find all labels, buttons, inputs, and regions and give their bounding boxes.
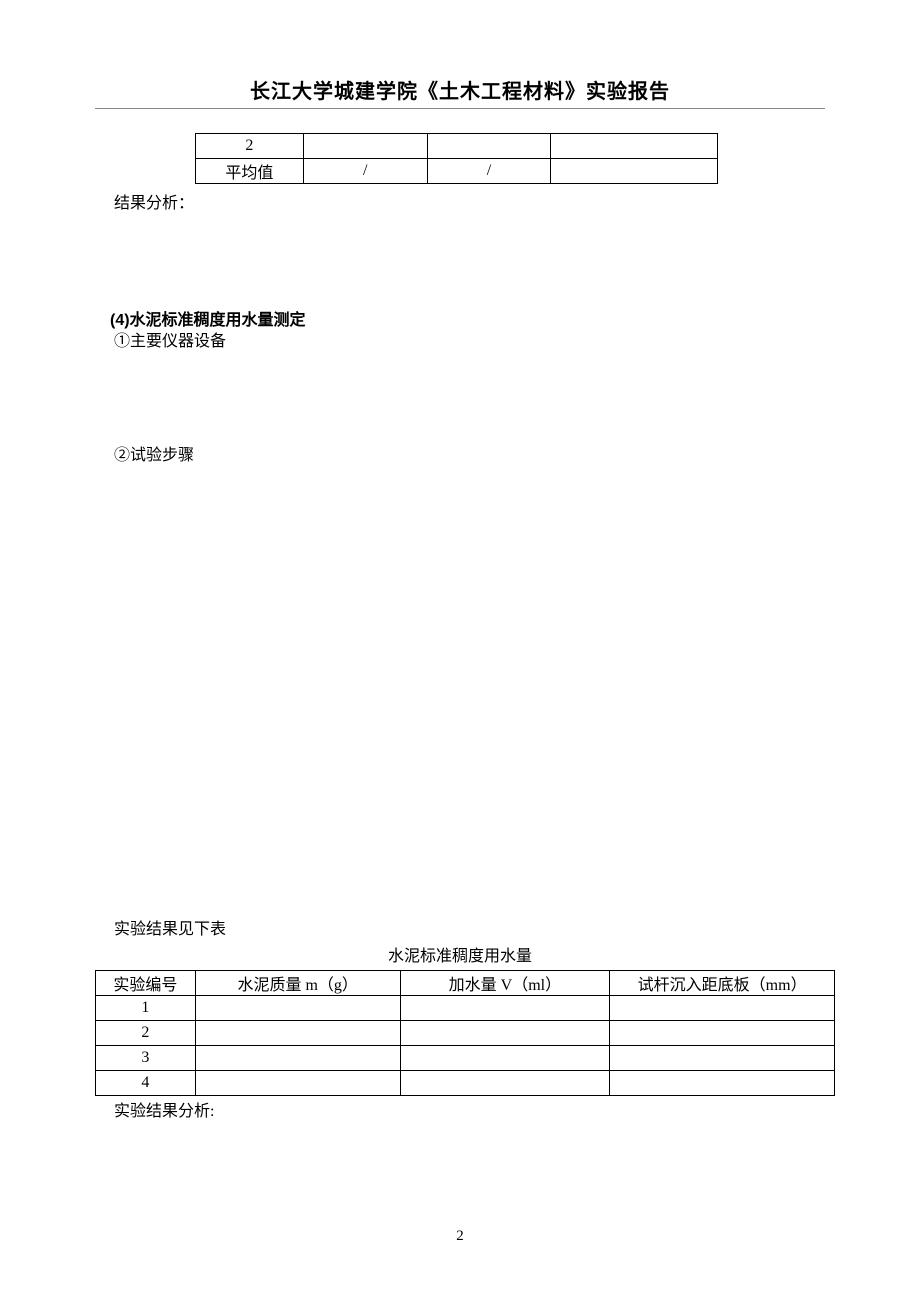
water-quantity-table: 实验编号 水泥质量 m（g） 加水量 V（ml） 试杆沉入距底板（mm） 1 2…: [95, 970, 835, 1096]
cell: [610, 996, 835, 1021]
cell: [400, 1046, 610, 1071]
cell: [195, 1021, 400, 1046]
result-table-intro: 实验结果见下表: [99, 918, 825, 942]
page-header: 长江大学城建学院《土木工程材料》实验报告: [95, 75, 825, 109]
cell: [195, 1071, 400, 1096]
page-number: 2: [0, 1228, 920, 1245]
cell: 1: [96, 996, 196, 1021]
cell: /: [303, 159, 427, 184]
cell: [551, 134, 718, 159]
column-header: 实验编号: [96, 971, 196, 996]
cell: 4: [96, 1071, 196, 1096]
spacer: [95, 468, 825, 918]
equipment-label: ①主要仪器设备: [99, 330, 825, 354]
table1-wrapper: 2 平均值 / /: [195, 133, 825, 184]
cell: /: [427, 159, 551, 184]
result-analysis-label: 结果分析：: [99, 192, 825, 216]
cell: 2: [96, 1021, 196, 1046]
cell: [610, 1071, 835, 1096]
table-row: 2: [196, 134, 718, 159]
cell: [400, 996, 610, 1021]
cell: [303, 134, 427, 159]
table-row: 4: [96, 1071, 835, 1096]
cell: [427, 134, 551, 159]
table-row: 平均值 / /: [196, 159, 718, 184]
table-row: 3: [96, 1046, 835, 1071]
column-header: 加水量 V（ml）: [400, 971, 610, 996]
spacer: [95, 354, 825, 444]
table-row: 2: [96, 1021, 835, 1046]
content-area: 2 平均值 / / 结果分析： (4)水泥标准稠度用水量测定 ①主要仪器设备 ②…: [95, 115, 825, 1124]
cell: [195, 996, 400, 1021]
column-header: 试杆沉入距底板（mm）: [610, 971, 835, 996]
spacer: [95, 216, 825, 306]
header-title: 长江大学城建学院《土木工程材料》实验报告: [95, 75, 825, 104]
summary-table: 2 平均值 / /: [195, 133, 718, 184]
table-header-row: 实验编号 水泥质量 m（g） 加水量 V（ml） 试杆沉入距底板（mm）: [96, 971, 835, 996]
cell: 3: [96, 1046, 196, 1071]
cell: [400, 1021, 610, 1046]
page-content: 长江大学城建学院《土木工程材料》实验报告 2 平均值 / / 结果分析：: [0, 0, 920, 1124]
cell: [551, 159, 718, 184]
cell: 平均值: [196, 159, 304, 184]
table-row: 1: [96, 996, 835, 1021]
cell: 2: [196, 134, 304, 159]
section-title: (4)水泥标准稠度用水量测定: [110, 306, 825, 330]
table2-title: 水泥标准稠度用水量: [95, 942, 825, 966]
cell: [195, 1046, 400, 1071]
cell: [610, 1046, 835, 1071]
cell: [610, 1021, 835, 1046]
cell: [400, 1071, 610, 1096]
steps-label: ②试验步骤: [99, 444, 825, 468]
result-analysis2-label: 实验结果分析:: [99, 1100, 825, 1124]
header-divider: [95, 108, 825, 109]
column-header: 水泥质量 m（g）: [195, 971, 400, 996]
